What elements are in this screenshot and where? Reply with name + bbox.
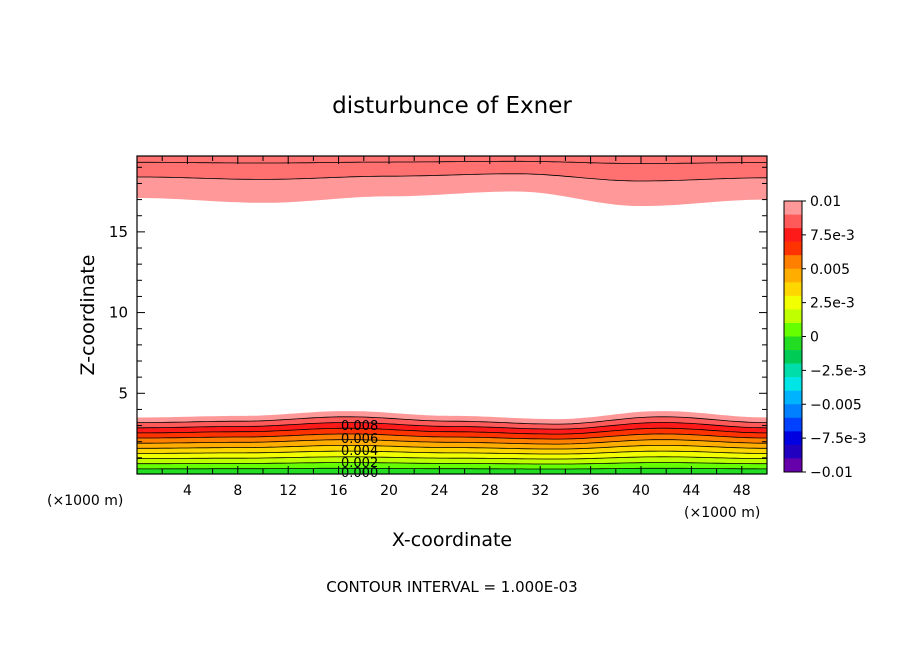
colorbar-label: 0.01 xyxy=(810,194,841,210)
x-tick-label: 8 xyxy=(233,483,242,499)
bottom-band-2 xyxy=(137,422,767,435)
contour-line-bottom-7 xyxy=(137,450,768,455)
x-tick-label: 40 xyxy=(632,483,650,499)
x-tick-label: 20 xyxy=(380,483,398,499)
colorbar-swatch xyxy=(784,268,802,283)
plot-frame xyxy=(136,155,768,475)
x-tick-label: 16 xyxy=(330,483,348,499)
contour-line-bottom-3 xyxy=(137,427,767,435)
colorbar-swatch xyxy=(784,390,802,405)
colorbar-swatch xyxy=(784,255,802,270)
contour-line-bottom-4 xyxy=(137,433,767,440)
x-tick-labels: 4 8 12 16 20 24 28 32 36 40 44 48 xyxy=(183,483,751,499)
contour-line-bottom-8 xyxy=(137,456,767,460)
y-tick-label: 15 xyxy=(109,223,128,241)
x-tick-label: 44 xyxy=(682,483,700,499)
colorbar-label: 0 xyxy=(810,330,819,346)
colorbar-swatch xyxy=(784,282,802,297)
top-band-1 xyxy=(137,156,767,181)
contour-line-bottom-2 xyxy=(137,422,768,430)
colorbar-swatch xyxy=(784,241,802,256)
contour-interval-note: CONTOUR INTERVAL = 1.000E-03 xyxy=(326,578,577,596)
colorbar-swatch xyxy=(784,363,802,378)
colorbar-swatch xyxy=(784,431,802,446)
colorbar-label: 0.005 xyxy=(810,262,850,278)
contour-label-0002: 0.002 xyxy=(341,456,378,471)
x-tick-label: 4 xyxy=(183,483,192,499)
contour-line-bottom-6 xyxy=(137,445,767,450)
x-unit-label-left: (×1000 m) xyxy=(47,493,123,509)
colorbar-labels: 0.01 7.5e-3 0.005 2.5e-3 0 −2.5e-3 −0.005 −7.5e… xyxy=(810,194,867,481)
contour-line-bottom-5 xyxy=(137,439,767,445)
contour-label-0004: 0.004 xyxy=(341,444,378,459)
colorbar-swatch xyxy=(784,309,802,324)
bottom-layer-bands xyxy=(137,411,767,474)
bottom-band-0 xyxy=(137,411,767,425)
colorbar-swatch xyxy=(784,336,802,351)
top-band-0 xyxy=(137,173,767,206)
colorbar xyxy=(783,200,806,473)
chart-title: disturbunce of Exner xyxy=(332,93,572,119)
colorbar-swatch xyxy=(784,350,802,364)
x-tick-label: 24 xyxy=(430,483,448,499)
bottom-band-1 xyxy=(137,416,767,430)
colorbar-swatch xyxy=(784,322,802,337)
bottom-band-7 xyxy=(137,451,767,459)
bottom-band-8 xyxy=(137,456,767,464)
contour-line-bottom-10 xyxy=(137,467,767,470)
contour-label-0008: 0.008 xyxy=(341,419,378,434)
colorbar-label: 2.5e-3 xyxy=(810,296,855,312)
colorbar-label: 7.5e-3 xyxy=(810,228,855,244)
colorbar-label: −2.5e-3 xyxy=(810,363,867,379)
contour-label-0000: 0.000 xyxy=(341,466,378,481)
x-axis-label: X-coordinate xyxy=(392,529,512,551)
colorbar-swatch xyxy=(784,228,802,242)
top-layer-bands xyxy=(137,156,767,206)
colorbar-swatch xyxy=(784,377,802,391)
contour-lines xyxy=(137,160,768,470)
x-tick-label: 32 xyxy=(531,483,549,499)
contour-line-bottom-9 xyxy=(137,462,767,465)
y-tick-labels: 5 10 15 xyxy=(109,223,128,402)
colorbar-swatch xyxy=(784,444,802,459)
colorbar-label: −7.5e-3 xyxy=(810,431,867,447)
colorbar-swatch xyxy=(784,404,802,419)
contour-label-0006: 0.006 xyxy=(341,432,378,447)
y-tick-label: 10 xyxy=(109,304,128,322)
x-unit-label-right: (×1000 m) xyxy=(684,505,760,521)
colorbar-swatch xyxy=(784,214,802,229)
x-tick-label: 12 xyxy=(279,483,297,499)
plot-area xyxy=(136,155,768,475)
bottom-band-9 xyxy=(137,462,767,469)
x-tick-label: 36 xyxy=(582,483,600,499)
contour-line-top-2 xyxy=(137,160,767,164)
colorbar-swatch xyxy=(784,295,802,310)
y-axis-label: Z-coordinate xyxy=(77,255,99,376)
colorbar-swatch xyxy=(784,458,802,473)
contour-label-group: 0.008 0.006 0.004 0.002 0.000 xyxy=(341,419,378,481)
colorbar-swatch xyxy=(784,417,802,432)
colorbar-swatch xyxy=(784,201,802,215)
x-tick-label: 28 xyxy=(481,483,499,499)
axis-ticks xyxy=(137,156,767,474)
contour-line-top-1 xyxy=(137,173,767,182)
colorbar-label: −0.005 xyxy=(810,397,862,413)
colorbar-label: −0.01 xyxy=(810,465,853,481)
x-tick-label: 48 xyxy=(733,483,751,499)
contour-line-bottom-1 xyxy=(137,416,767,425)
bottom-band-10 xyxy=(137,468,767,474)
y-tick-label: 5 xyxy=(118,384,128,402)
